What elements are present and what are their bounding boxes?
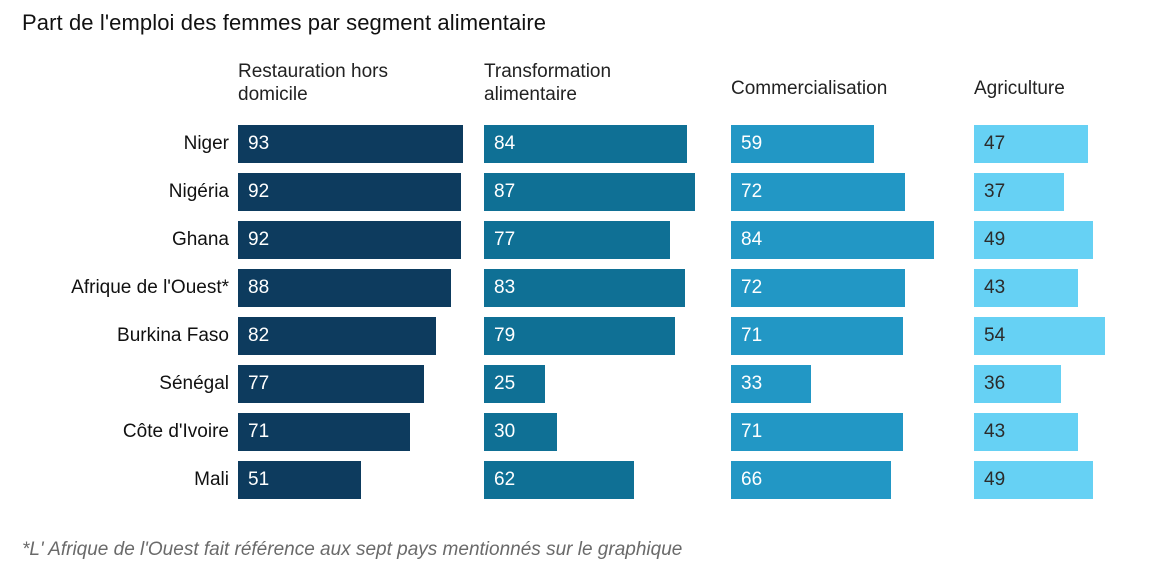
bar: 82 [238, 317, 436, 355]
bar: 47 [974, 125, 1088, 163]
bar-cell: 49 [974, 461, 1155, 509]
table-row: Burkina Faso 82 79 71 54 [0, 317, 1155, 365]
bar: 88 [238, 269, 451, 307]
bar: 37 [974, 173, 1064, 211]
bar: 30 [484, 413, 557, 451]
column-headers: Restauration hors domicile Transformatio… [0, 36, 1155, 125]
bar: 54 [974, 317, 1105, 355]
bar: 62 [484, 461, 634, 499]
bar: 79 [484, 317, 675, 355]
bar-cell: 87 [484, 173, 731, 221]
bar-cell: 79 [484, 317, 731, 365]
footnote: *L' Afrique de l'Ouest fait référence au… [22, 539, 683, 560]
country-label: Nigéria [168, 181, 229, 202]
bar: 66 [731, 461, 891, 499]
bar-cell: 71 [238, 413, 484, 461]
bar: 77 [484, 221, 670, 259]
bar: 51 [238, 461, 361, 499]
bar: 77 [238, 365, 424, 403]
bar-cell: 82 [238, 317, 484, 365]
bar-cell: 84 [731, 221, 974, 269]
bar-cell: 62 [484, 461, 731, 509]
table-row: Mali 51 62 66 49 [0, 461, 1155, 509]
bar-cell: 92 [238, 221, 484, 269]
bar: 71 [731, 413, 903, 451]
table-row: Nigéria 92 87 72 37 [0, 173, 1155, 221]
chart-rows: Niger 93 84 59 47 Nigéria 92 87 72 37 Ghana 92 77 84 4… [0, 125, 1155, 509]
bar-cell: 25 [484, 365, 731, 413]
country-label: Burkina Faso [117, 325, 229, 346]
bar-cell: 49 [974, 221, 1155, 269]
bar: 84 [484, 125, 687, 163]
bar-cell: 54 [974, 317, 1155, 365]
bar: 72 [731, 269, 905, 307]
bar: 92 [238, 173, 461, 211]
table-row: Niger 93 84 59 47 [0, 125, 1155, 173]
country-label: Mali [194, 469, 229, 490]
bar-cell: 93 [238, 125, 484, 173]
country-label: Niger [183, 133, 229, 154]
column-header-commercialisation: Commercialisation [731, 78, 888, 100]
bar-cell: 66 [731, 461, 974, 509]
bar: 36 [974, 365, 1061, 403]
bar: 84 [731, 221, 934, 259]
bar: 71 [731, 317, 903, 355]
bar-cell: 83 [484, 269, 731, 317]
bar-cell: 43 [974, 413, 1155, 461]
table-row: Sénégal 77 25 33 36 [0, 365, 1155, 413]
bar-cell: 51 [238, 461, 484, 509]
bar: 71 [238, 413, 410, 451]
bar-cell: 72 [731, 269, 974, 317]
bar: 43 [974, 269, 1078, 307]
bar-cell: 37 [974, 173, 1155, 221]
bar: 83 [484, 269, 685, 307]
bar: 43 [974, 413, 1078, 451]
bar-cell: 88 [238, 269, 484, 317]
bar: 49 [974, 461, 1093, 499]
bar: 33 [731, 365, 811, 403]
table-row: Côte d'Ivoire 71 30 71 43 [0, 413, 1155, 461]
bar-cell: 33 [731, 365, 974, 413]
bar-cell: 36 [974, 365, 1155, 413]
bar-cell: 77 [484, 221, 731, 269]
bar: 72 [731, 173, 905, 211]
bar-cell: 47 [974, 125, 1155, 173]
bar-cell: 30 [484, 413, 731, 461]
bar-cell: 84 [484, 125, 731, 173]
header-spacer [0, 107, 210, 125]
chart-title: Part de l'emploi des femmes par segment … [22, 10, 547, 35]
bar-cell: 71 [731, 413, 974, 461]
bar: 93 [238, 125, 463, 163]
bar-cell: 72 [731, 173, 974, 221]
bar-cell: 77 [238, 365, 484, 413]
bar: 87 [484, 173, 695, 211]
bar: 25 [484, 365, 545, 403]
bar: 92 [238, 221, 461, 259]
country-label: Sénégal [159, 373, 229, 394]
country-label: Ghana [171, 229, 229, 250]
bar: 59 [731, 125, 874, 163]
column-header-agriculture: Agriculture [974, 78, 1065, 100]
bar-cell: 92 [238, 173, 484, 221]
bar: 49 [974, 221, 1093, 259]
bar-cell: 43 [974, 269, 1155, 317]
column-header-transformation-alimentaire: Transformation alimentaire [484, 60, 612, 106]
table-row: Afrique de l'Ouest* 88 83 72 43 [0, 269, 1155, 317]
table-row: Ghana 92 77 84 49 [0, 221, 1155, 269]
bar-cell: 71 [731, 317, 974, 365]
bar-cell: 59 [731, 125, 974, 173]
country-label: Afrique de l'Ouest* [71, 277, 229, 298]
column-header-restauration-hors-domicile: Restauration hors domicile [238, 60, 388, 106]
country-label: Côte d'Ivoire [122, 421, 229, 442]
